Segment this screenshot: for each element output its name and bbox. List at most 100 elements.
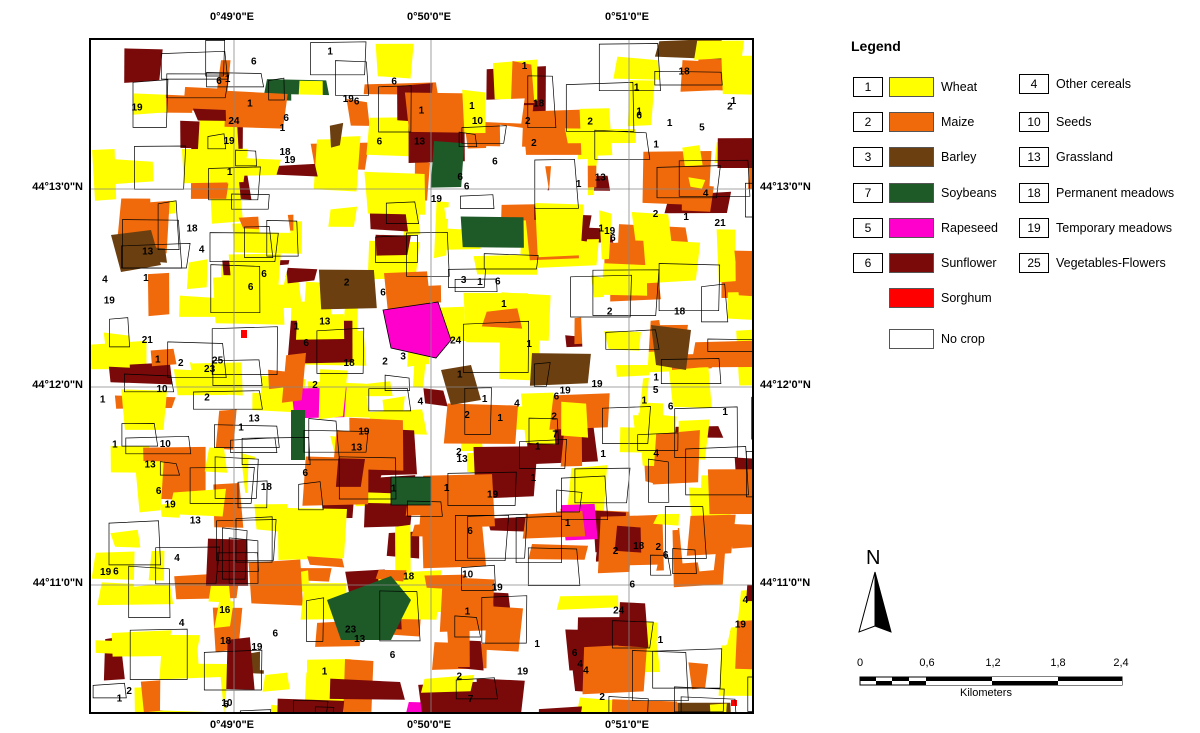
parcel-label: 13 xyxy=(354,634,366,645)
parcel-label: 4 xyxy=(653,449,659,460)
field-patch-no-crop xyxy=(727,100,752,146)
parcel-outline xyxy=(746,450,752,498)
field-patch-sunflower xyxy=(192,108,226,121)
parcel-outline xyxy=(160,50,229,80)
field-patch-sorghum xyxy=(731,700,737,706)
field-patch-wheat xyxy=(110,529,141,548)
field-patch-wheat xyxy=(694,40,745,60)
field-patch-maize xyxy=(730,523,752,549)
field-patch-maize xyxy=(307,556,345,568)
parcel-outline xyxy=(235,516,273,563)
field-patch-wheat xyxy=(434,201,449,259)
parcel-outline xyxy=(108,520,161,566)
parcel-label: 1 xyxy=(477,277,483,288)
coord-right-1: 44°12'0"N xyxy=(760,379,811,391)
field-patch-wheat xyxy=(121,389,167,430)
parcel-outline xyxy=(664,506,707,559)
parcel-label: 13 xyxy=(142,246,154,257)
parcel-outline xyxy=(92,682,127,699)
parcel-label: 2 xyxy=(607,306,613,317)
parcel-label: 19 xyxy=(100,567,112,578)
parcel-outline xyxy=(384,374,410,391)
parcel-label: 6 xyxy=(283,113,289,124)
parcel-outline xyxy=(206,72,265,88)
parcel-outline xyxy=(266,220,299,257)
field-patch-wheat xyxy=(501,292,551,341)
parcel-label: 23 xyxy=(345,625,357,636)
parcel-label: 4 xyxy=(743,595,749,606)
field-patch-soybeans xyxy=(327,576,411,640)
legend-code: 4 xyxy=(1019,74,1049,94)
field-patch-sunflower xyxy=(487,516,535,532)
legend-label: Seeds xyxy=(1056,115,1092,129)
parcel-outline xyxy=(574,467,631,504)
parcel-outline xyxy=(533,362,551,387)
parcel-label: 4 xyxy=(418,396,424,407)
parcel-outline xyxy=(230,437,278,453)
field-patch-sunflower xyxy=(266,163,318,177)
field-patch-barley xyxy=(111,230,161,272)
parcel-outline xyxy=(132,79,169,128)
legend-item-barley: 3 Barley xyxy=(853,147,976,167)
field-patch-wheat xyxy=(214,601,234,628)
parcel-outline xyxy=(611,620,654,649)
parcel-outline xyxy=(467,513,528,559)
parcel-outline xyxy=(379,590,421,642)
parcel-label: 5 xyxy=(653,385,659,396)
parcel-label: 2 xyxy=(656,542,662,553)
parcel-outline xyxy=(239,709,272,712)
field-patch-maize xyxy=(215,409,237,450)
parcel-label: 6 xyxy=(223,700,229,711)
parcel-label: 6 xyxy=(380,288,386,299)
field-patch-no-crop xyxy=(291,94,341,140)
legend-item-vegetables-flowers: 25 Vegetables-Flowers xyxy=(1019,253,1166,273)
field-patch-wheat xyxy=(561,401,589,438)
parcel-outline xyxy=(406,231,450,277)
parcel-label: 2 xyxy=(464,410,470,421)
field-patch-maize xyxy=(375,569,407,582)
crop-map: 6 4 1 16 2 1 4 6 6 19 18 1 6 1 18 6 4 1 13 4 4 18 19 1 6 10 1 18 24 6… xyxy=(89,38,754,714)
parcel-outline xyxy=(448,268,486,288)
field-patch-wheat xyxy=(219,157,281,177)
parcel-label: 10 xyxy=(156,384,168,395)
legend-label: Wheat xyxy=(941,80,978,94)
parcel-label: 10 xyxy=(160,439,172,450)
parcel-label: 1 xyxy=(731,96,737,107)
parcel-label: 19 xyxy=(165,500,177,511)
parcel-label: 2 xyxy=(587,117,593,128)
parcel-outline xyxy=(534,158,579,209)
field-patch-sunflower xyxy=(335,458,365,487)
field-patch-maize xyxy=(473,578,495,613)
parcel-label: 19 xyxy=(431,194,443,205)
field-patch-no-crop xyxy=(160,677,224,712)
parcel-outline xyxy=(592,269,660,316)
parcel-outline xyxy=(674,686,725,712)
field-patch-maize xyxy=(424,574,466,590)
field-patch-wheat xyxy=(462,89,486,134)
legend-code: 2 xyxy=(853,112,883,132)
parcel-outline xyxy=(306,597,325,642)
field-patch-wheat xyxy=(134,461,164,513)
parcel-label: 18 xyxy=(679,67,691,78)
field-patch-maize xyxy=(735,620,752,670)
legend-item-sorghum: Sorghum xyxy=(889,288,992,308)
field-patch-wheat xyxy=(473,254,541,275)
field-patch-maize xyxy=(707,469,752,515)
parcel-label: 1 xyxy=(534,639,540,650)
parcel-outline xyxy=(214,456,259,499)
field-patch-maize xyxy=(522,510,586,539)
parcel-outline xyxy=(209,232,279,263)
coord-left-0: 44°13'0"N xyxy=(32,181,83,193)
field-patch-barley xyxy=(329,122,344,148)
parcel-label: 4 xyxy=(199,244,205,255)
parcel-label: 2 xyxy=(178,358,184,369)
parcel-label: 1 xyxy=(117,693,123,704)
field-patch-no-crop xyxy=(133,544,153,587)
parcel-label: 1 xyxy=(535,442,541,453)
field-patch-wheat xyxy=(590,275,604,298)
parcel-outline xyxy=(608,696,649,712)
field-patch-wheat xyxy=(186,259,208,290)
parcel-label: 1 xyxy=(526,339,532,350)
field-patch-sunflower xyxy=(618,602,649,648)
field-patch-wheat xyxy=(103,332,130,368)
